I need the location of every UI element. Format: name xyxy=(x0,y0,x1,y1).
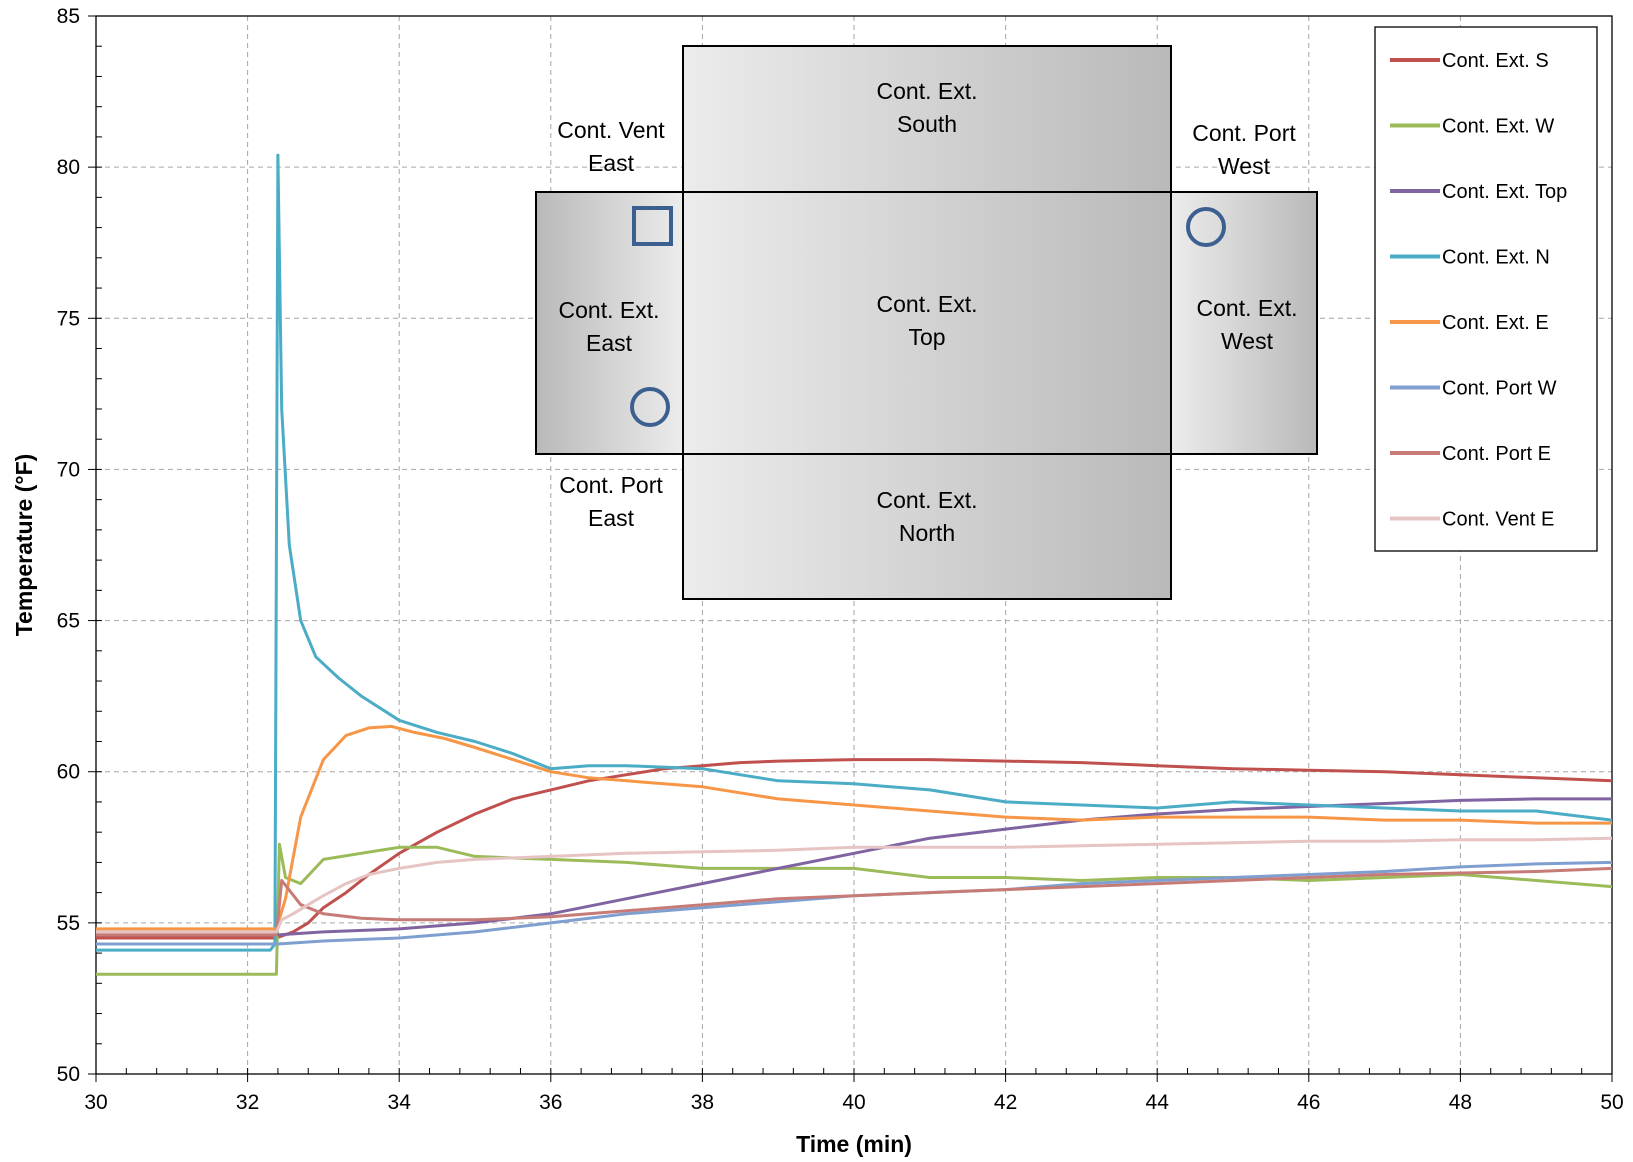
port-east-circle-marker xyxy=(630,387,670,427)
series-line-cont-ext-e xyxy=(96,724,1612,931)
y-tick-label: 55 xyxy=(57,912,80,935)
panel-south xyxy=(682,45,1172,193)
label-vent-east-2: East xyxy=(588,150,635,176)
label-north-2: North xyxy=(899,520,955,546)
label-top-2: Top xyxy=(908,324,945,350)
label-south-2: South xyxy=(897,111,957,137)
label-port-west-2: West xyxy=(1218,153,1271,179)
label-port-west-1: Cont. Port xyxy=(1192,120,1296,146)
legend-label: Cont. Vent E xyxy=(1442,509,1554,531)
y-tick-label: 50 xyxy=(57,1063,80,1086)
label-vent-east-1: Cont. Vent xyxy=(557,117,665,143)
label-east-1: Cont. Ext. xyxy=(559,297,660,323)
series-lines xyxy=(96,153,1612,976)
x-tick-label: 44 xyxy=(1146,1091,1170,1114)
x-tick-label: 48 xyxy=(1449,1091,1472,1114)
port-west-circle-marker xyxy=(1186,207,1226,247)
series-line-cont-vent-e xyxy=(96,836,1612,934)
x-tick-label: 36 xyxy=(539,1091,562,1114)
label-port-east-1: Cont. Port xyxy=(559,472,663,498)
series-line-cont-ext-w xyxy=(96,842,1612,976)
y-axis-title: Temperature (°F) xyxy=(11,454,37,637)
legend-label: Cont. Ext. Top xyxy=(1442,181,1567,203)
x-tick-label: 42 xyxy=(994,1091,1017,1114)
label-port-east-2: East xyxy=(588,505,635,531)
legend-label: Cont. Ext. N xyxy=(1442,247,1550,269)
legend-box xyxy=(1374,26,1598,552)
panel-top xyxy=(682,191,1172,455)
legend-label: Cont. Port E xyxy=(1442,443,1551,465)
series-line-cont-ext-top xyxy=(96,797,1612,937)
legend-label: Cont. Ext. E xyxy=(1442,312,1549,334)
container-layout-inset: Cont. Ext. South Cont. Ext. Top Cont. Ex… xyxy=(535,45,1318,600)
panel-east xyxy=(535,191,684,455)
label-south-1: Cont. Ext. xyxy=(877,78,978,104)
y-tick-label: 65 xyxy=(57,610,80,633)
x-tick-label: 40 xyxy=(842,1091,865,1114)
y-tick-label: 85 xyxy=(57,5,80,28)
panel-north xyxy=(682,453,1172,600)
y-tick-label: 60 xyxy=(57,761,80,784)
x-axis-title: Time (min) xyxy=(796,1131,912,1157)
minor-ticks xyxy=(95,15,1613,1075)
x-tick-label: 50 xyxy=(1600,1091,1623,1114)
x-tick-label: 32 xyxy=(236,1091,259,1114)
label-west-2: West xyxy=(1221,328,1274,354)
legend-label: Cont. Ext. W xyxy=(1442,116,1554,138)
vent-square-marker xyxy=(632,206,673,246)
label-west-1: Cont. Ext. xyxy=(1197,295,1298,321)
x-tick-labels: 30 32 34 36 38 40 42 44 46 48 50 xyxy=(84,1074,1624,1114)
series-line-cont-port-e xyxy=(96,866,1612,937)
label-east-2: East xyxy=(586,330,633,356)
x-tick-label: 38 xyxy=(691,1091,714,1114)
legend-label: Cont. Ext. S xyxy=(1442,50,1549,72)
legend: Cont. Ext. S Cont. Ext. W Cont. Ext. Top Co… xyxy=(1374,26,1598,552)
label-top-1: Cont. Ext. xyxy=(877,291,978,317)
x-tick-label: 46 xyxy=(1297,1091,1320,1114)
x-tick-label: 34 xyxy=(388,1091,412,1114)
series-line-cont-ext-n xyxy=(96,153,1612,952)
label-north-1: Cont. Ext. xyxy=(877,487,978,513)
y-tick-label: 80 xyxy=(57,156,80,179)
y-tick-label: 75 xyxy=(57,307,80,330)
legend-label: Cont. Port W xyxy=(1442,378,1557,400)
panel-west xyxy=(1170,191,1318,455)
x-tick-label: 30 xyxy=(84,1091,107,1114)
y-tick-labels: 50 55 60 65 70 75 80 85 xyxy=(57,5,96,1086)
y-tick-label: 70 xyxy=(57,458,80,481)
